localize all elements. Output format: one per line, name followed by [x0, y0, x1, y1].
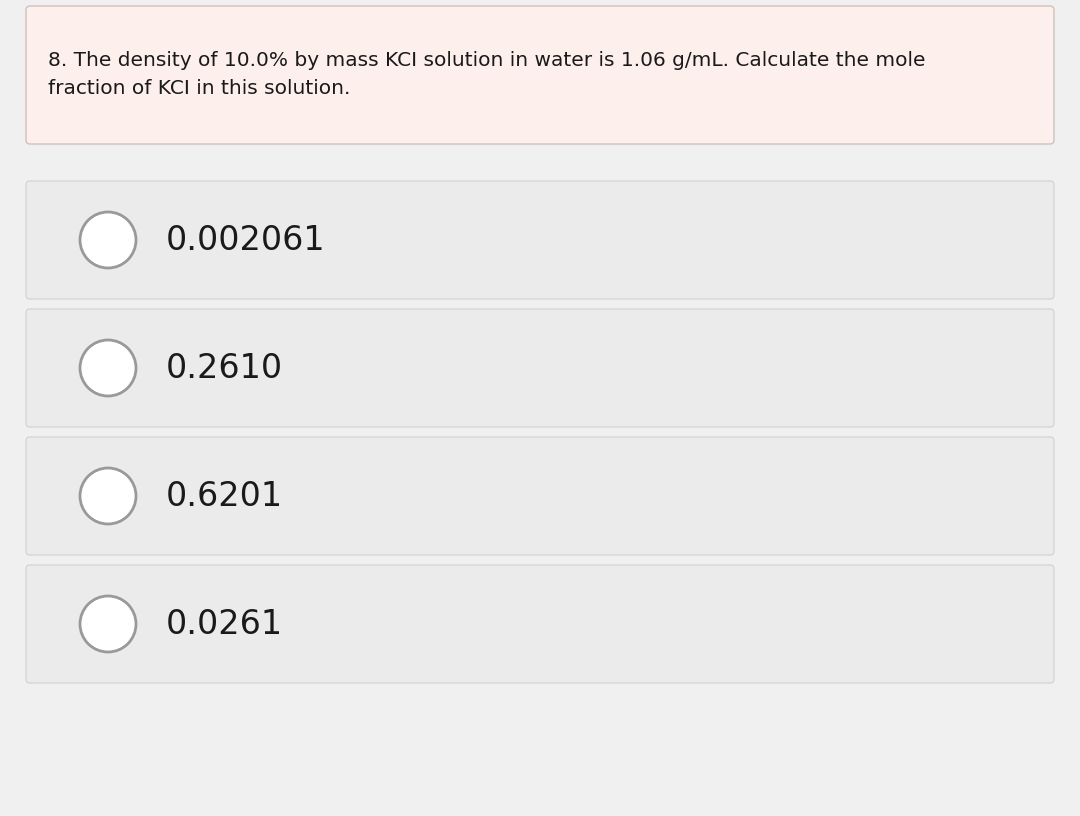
Ellipse shape — [80, 596, 136, 652]
FancyBboxPatch shape — [26, 565, 1054, 683]
FancyBboxPatch shape — [26, 6, 1054, 144]
Ellipse shape — [80, 340, 136, 396]
Text: 8. The density of 10.0% by mass KCI solution in water is 1.06 g/mL. Calculate th: 8. The density of 10.0% by mass KCI solu… — [48, 51, 926, 99]
Text: 0.2610: 0.2610 — [166, 352, 283, 384]
FancyBboxPatch shape — [26, 181, 1054, 299]
Text: 0.0261: 0.0261 — [166, 607, 283, 641]
Ellipse shape — [80, 468, 136, 524]
FancyBboxPatch shape — [26, 437, 1054, 555]
FancyBboxPatch shape — [26, 309, 1054, 427]
Text: 0.6201: 0.6201 — [166, 480, 283, 512]
Text: 0.002061: 0.002061 — [166, 224, 326, 256]
Ellipse shape — [80, 212, 136, 268]
